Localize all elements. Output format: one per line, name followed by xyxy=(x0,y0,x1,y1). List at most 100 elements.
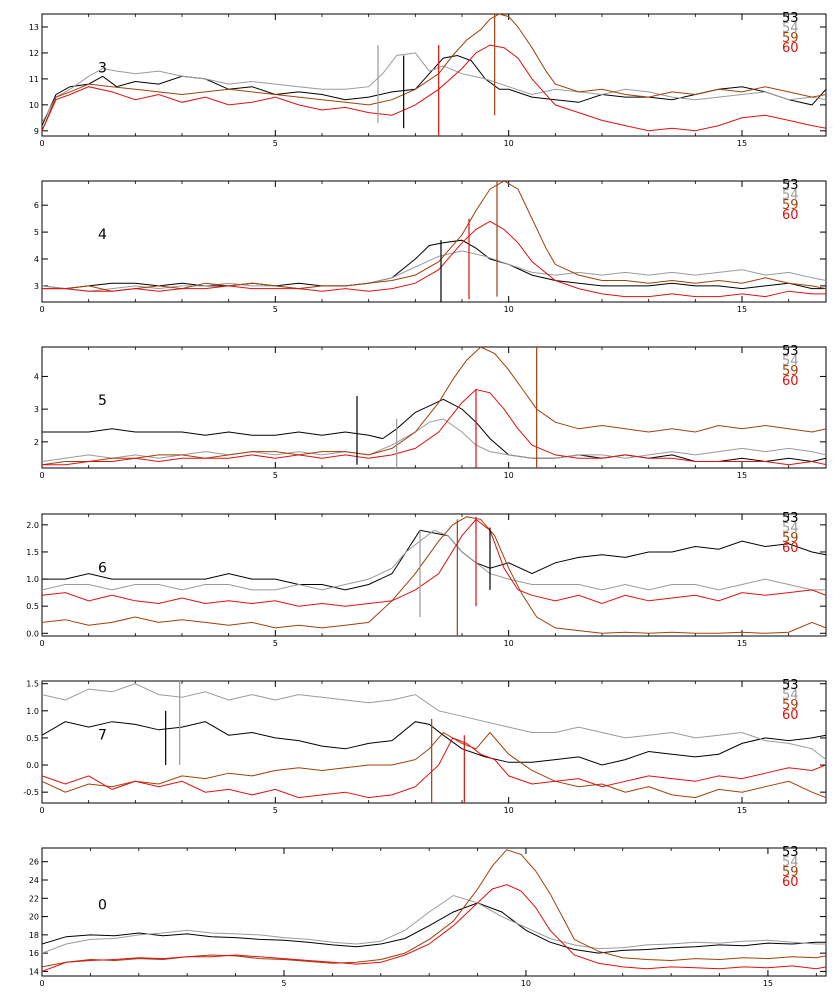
panel-4-ytick-label: 1.5 xyxy=(26,680,39,689)
panel-3-xtick-label: 15 xyxy=(737,639,747,648)
legend-entry-60: 60 xyxy=(782,41,799,56)
legend-entry-54: 54 xyxy=(782,354,799,369)
panel-4-ytick-label: 0.5 xyxy=(26,734,39,743)
series-line-59 xyxy=(42,347,826,466)
series-line-60 xyxy=(42,44,826,132)
series-line-60 xyxy=(42,737,826,799)
panel-3-xtick-label: 10 xyxy=(504,639,514,648)
legend-entry-59: 59 xyxy=(782,531,799,546)
panel-1-ytick-label: 4 xyxy=(34,255,39,264)
panel-3-ytick-label: 0.0 xyxy=(26,629,39,638)
panel-3-ytick-label: 1.0 xyxy=(26,575,39,584)
panel-4-xtick-label: 5 xyxy=(273,806,278,815)
panel-0-ytick-label: 13 xyxy=(29,23,39,32)
panel-2-ytick-label: 2 xyxy=(34,438,39,447)
panel-1-xtick-label: 5 xyxy=(273,305,278,314)
panel-0-xtick-label: 15 xyxy=(737,139,747,148)
series-line-59 xyxy=(42,731,826,799)
panel-2-xtick-label: 0 xyxy=(39,471,44,480)
series-line-54 xyxy=(42,683,826,760)
series-line-53 xyxy=(42,398,826,463)
panel-0-xtick-label: 0 xyxy=(39,139,44,148)
legend-entry-53: 53 xyxy=(782,845,799,860)
legend-entry-53: 53 xyxy=(782,678,799,693)
series-line-60 xyxy=(42,220,826,298)
panel-label: 5 xyxy=(98,393,107,409)
legend-entry-59: 59 xyxy=(782,698,799,713)
panel-1-ytick-label: 6 xyxy=(34,201,39,210)
panel-3-ytick-label: 0.5 xyxy=(26,602,39,611)
panel-5-ytick-label: 14 xyxy=(29,967,39,976)
panel-2-ytick-label: 3 xyxy=(34,405,39,414)
panel-2-xtick-label: 10 xyxy=(504,471,514,480)
series-line-54 xyxy=(42,894,826,954)
panel-0-xtick-label: 5 xyxy=(273,139,278,148)
legend-entry-60: 60 xyxy=(782,541,799,556)
panel-label: 3 xyxy=(98,61,107,77)
series-line-53 xyxy=(42,902,826,954)
panel-4-xtick-label: 15 xyxy=(737,806,747,815)
panel-2-xtick-label: 15 xyxy=(737,471,747,480)
legend-entry-60: 60 xyxy=(782,374,799,389)
panel-4-ytick-label: 0.0 xyxy=(26,761,39,770)
legend-entry-54: 54 xyxy=(782,688,799,703)
panel-4-ytick-label: 1.0 xyxy=(26,707,39,716)
panel-5-ytick-label: 20 xyxy=(29,913,39,922)
panel-5-ytick-label: 18 xyxy=(29,931,39,940)
panel-label: 7 xyxy=(98,728,107,744)
series-line-59 xyxy=(42,516,826,634)
panel-3-xtick-label: 0 xyxy=(39,639,44,648)
panel-0-ytick-label: 12 xyxy=(29,49,39,58)
legend-entry-54: 54 xyxy=(782,188,799,203)
panel-0-ytick-label: 11 xyxy=(29,75,39,84)
series-line-53 xyxy=(42,529,826,591)
series-line-54 xyxy=(42,250,826,292)
panel-5-xtick-label: 15 xyxy=(763,979,773,988)
legend-entry-53: 53 xyxy=(782,344,799,359)
legend-entry-60: 60 xyxy=(782,708,799,723)
series-line-60 xyxy=(42,518,826,607)
panel-2-frame xyxy=(41,346,827,469)
legend-entry-54: 54 xyxy=(782,855,799,870)
series-line-53 xyxy=(42,239,826,290)
panel-label: 0 xyxy=(98,897,107,913)
panel-5-ytick-label: 16 xyxy=(29,949,39,958)
panel-3-ytick-label: 1.5 xyxy=(26,548,39,557)
panel-3-frame xyxy=(41,513,827,637)
panel-5-ytick-label: 26 xyxy=(29,858,39,867)
panel-2-ytick-label: 4 xyxy=(34,372,39,381)
panel-5-xtick-label: 10 xyxy=(521,979,531,988)
panel-3-xtick-label: 5 xyxy=(273,639,278,648)
legend-entry-53: 53 xyxy=(782,511,799,526)
panel-1-frame xyxy=(41,180,827,303)
legend-entry-59: 59 xyxy=(782,865,799,880)
legend-entry-54: 54 xyxy=(782,21,799,36)
panel-4-ytick-label: -0.5 xyxy=(23,788,39,797)
series-line-60 xyxy=(42,388,826,466)
panel-4-frame xyxy=(41,680,827,804)
panel-0-xtick-label: 10 xyxy=(504,139,514,148)
series-line-54 xyxy=(42,52,826,124)
panel-0-ytick-label: 10 xyxy=(29,101,39,110)
panel-5-frame xyxy=(41,847,827,977)
panel-1-xtick-label: 15 xyxy=(737,305,747,314)
legend-entry-59: 59 xyxy=(782,31,799,46)
legend-entry-59: 59 xyxy=(782,364,799,379)
panel-1-xtick-label: 10 xyxy=(504,305,514,314)
panel-5-ytick-label: 22 xyxy=(29,894,39,903)
legend-entry-60: 60 xyxy=(782,208,799,223)
panel-1-ytick-label: 3 xyxy=(34,282,39,291)
panel-1-xtick-label: 0 xyxy=(39,305,44,314)
series-line-53 xyxy=(42,721,826,766)
series-line-53 xyxy=(42,54,826,126)
panel-4-xtick-label: 0 xyxy=(39,806,44,815)
panel-1-ytick-label: 5 xyxy=(34,228,39,237)
panel-label: 4 xyxy=(98,227,107,243)
legend-entry-54: 54 xyxy=(782,521,799,536)
panel-3-ytick-label: 2.0 xyxy=(26,521,39,530)
panel-5-ytick-label: 24 xyxy=(29,876,39,885)
legend-entry-60: 60 xyxy=(782,875,799,890)
series-line-54 xyxy=(42,529,826,591)
